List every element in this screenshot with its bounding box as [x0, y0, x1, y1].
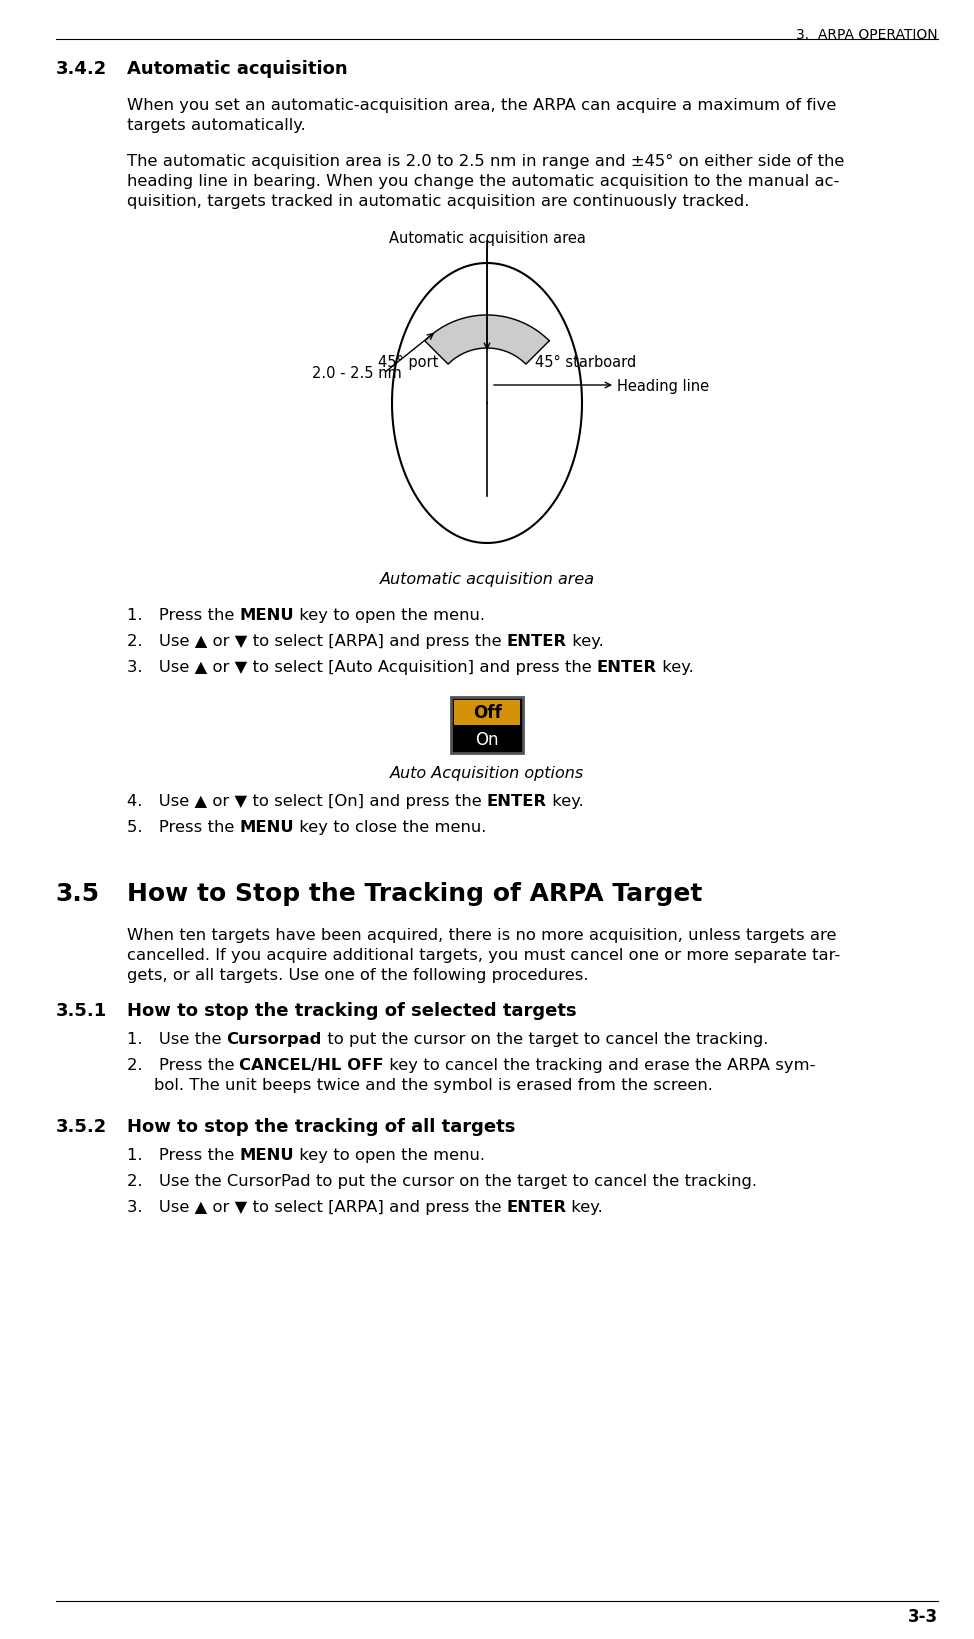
- Text: When ten targets have been acquired, there is no more acquisition, unless target: When ten targets have been acquired, the…: [127, 928, 836, 942]
- Text: Cursorpad: Cursorpad: [226, 1031, 321, 1046]
- Text: key to open the menu.: key to open the menu.: [294, 1147, 485, 1162]
- Text: How to Stop the Tracking of ARPA Target: How to Stop the Tracking of ARPA Target: [127, 882, 702, 905]
- Text: heading line in bearing. When you change the automatic acquisition to the manual: heading line in bearing. When you change…: [127, 174, 839, 188]
- Text: targets automatically.: targets automatically.: [127, 118, 306, 133]
- Text: The automatic acquisition area is 2.0 to 2.5 nm in range and ±45° on either side: The automatic acquisition area is 2.0 to…: [127, 154, 844, 169]
- Text: ENTER: ENTER: [506, 1200, 567, 1214]
- Text: MENU: MENU: [240, 608, 294, 623]
- Text: key to cancel the tracking and erase the ARPA sym-: key to cancel the tracking and erase the…: [384, 1057, 815, 1072]
- Text: key to close the menu.: key to close the menu.: [294, 820, 486, 834]
- Text: 45° port: 45° port: [378, 354, 438, 369]
- Text: When you set an automatic-acquisition area, the ARPA can acquire a maximum of fi: When you set an automatic-acquisition ar…: [127, 98, 836, 113]
- Text: ENTER: ENTER: [506, 634, 567, 649]
- Text: key.: key.: [656, 659, 693, 675]
- Text: 2. Press the: 2. Press the: [127, 1057, 240, 1072]
- Text: How to stop the tracking of all targets: How to stop the tracking of all targets: [127, 1118, 515, 1136]
- Text: ENTER: ENTER: [597, 659, 656, 675]
- Text: 4. Use ▲ or ▼ to select [On] and press the: 4. Use ▲ or ▼ to select [On] and press t…: [127, 793, 487, 808]
- Bar: [454, 700, 520, 726]
- Text: ENTER: ENTER: [487, 793, 546, 808]
- Text: 1. Press the: 1. Press the: [127, 1147, 240, 1162]
- Text: CANCEL/HL OFF: CANCEL/HL OFF: [240, 1057, 384, 1072]
- Text: How to stop the tracking of selected targets: How to stop the tracking of selected tar…: [127, 1001, 577, 1019]
- Text: 3.5: 3.5: [56, 882, 99, 905]
- Text: MENU: MENU: [240, 820, 294, 834]
- Text: Auto Acquisition options: Auto Acquisition options: [390, 765, 584, 780]
- Text: to put the cursor on the target to cancel the tracking.: to put the cursor on the target to cance…: [321, 1031, 768, 1046]
- Text: MENU: MENU: [240, 1147, 294, 1162]
- Text: 3.  ARPA OPERATION: 3. ARPA OPERATION: [797, 28, 938, 43]
- Text: 3.5.1: 3.5.1: [56, 1001, 107, 1019]
- Text: key.: key.: [567, 1200, 603, 1214]
- Text: gets, or all targets. Use one of the following procedures.: gets, or all targets. Use one of the fol…: [127, 967, 588, 982]
- Text: On: On: [475, 731, 499, 749]
- Text: 3.4.2: 3.4.2: [56, 61, 107, 79]
- Text: key.: key.: [546, 793, 583, 808]
- Text: Off: Off: [472, 705, 502, 723]
- Text: quisition, targets tracked in automatic acquisition are continuously tracked.: quisition, targets tracked in automatic …: [127, 193, 749, 208]
- Text: Automatic acquisition area: Automatic acquisition area: [389, 231, 585, 246]
- Text: 1. Press the: 1. Press the: [127, 608, 240, 623]
- Text: Automatic acquisition area: Automatic acquisition area: [380, 572, 594, 587]
- Text: Automatic acquisition: Automatic acquisition: [127, 61, 348, 79]
- Polygon shape: [425, 316, 549, 365]
- Text: 3. Use ▲ or ▼ to select [ARPA] and press the: 3. Use ▲ or ▼ to select [ARPA] and press…: [127, 1200, 506, 1214]
- Text: 3. Use ▲ or ▼ to select [Auto Acquisition] and press the: 3. Use ▲ or ▼ to select [Auto Acquisitio…: [127, 659, 597, 675]
- Text: 1. Use the: 1. Use the: [127, 1031, 226, 1046]
- Text: key to open the menu.: key to open the menu.: [294, 608, 485, 623]
- Text: bol. The unit beeps twice and the symbol is erased from the screen.: bol. The unit beeps twice and the symbol…: [154, 1077, 713, 1092]
- Text: Heading line: Heading line: [617, 379, 709, 393]
- Text: 5. Press the: 5. Press the: [127, 820, 240, 834]
- Text: 2. Use the CursorPad to put the cursor on the target to cancel the tracking.: 2. Use the CursorPad to put the cursor o…: [127, 1174, 757, 1188]
- Bar: [451, 698, 523, 754]
- Text: 45° starboard: 45° starboard: [536, 354, 637, 369]
- Text: 3-3: 3-3: [908, 1606, 938, 1624]
- Text: 3.5.2: 3.5.2: [56, 1118, 107, 1136]
- Text: 2.0 - 2.5 nm: 2.0 - 2.5 nm: [312, 365, 401, 382]
- Text: key.: key.: [567, 634, 603, 649]
- Text: 2. Use ▲ or ▼ to select [ARPA] and press the: 2. Use ▲ or ▼ to select [ARPA] and press…: [127, 634, 506, 649]
- Text: cancelled. If you acquire additional targets, you must cancel one or more separa: cancelled. If you acquire additional tar…: [127, 947, 840, 962]
